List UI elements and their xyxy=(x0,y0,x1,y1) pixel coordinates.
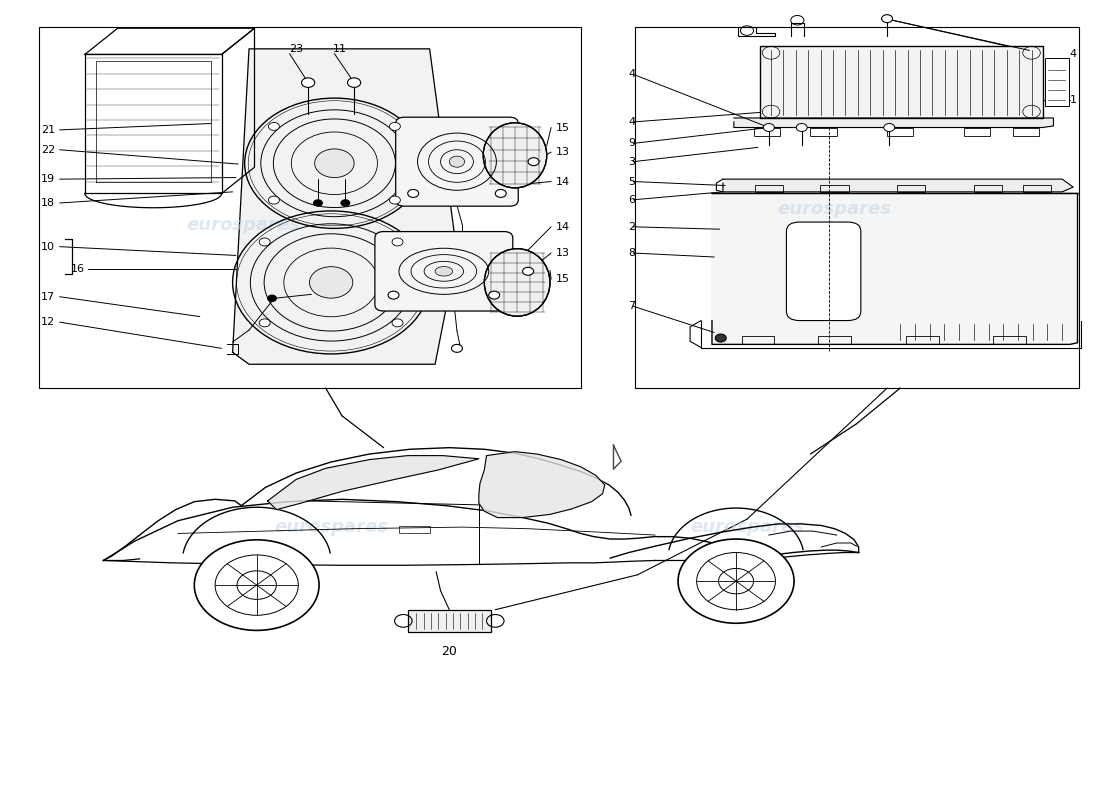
Circle shape xyxy=(268,196,279,204)
Text: 18: 18 xyxy=(41,198,55,208)
Circle shape xyxy=(881,14,892,22)
Circle shape xyxy=(341,200,350,206)
Text: 15: 15 xyxy=(556,274,570,284)
Polygon shape xyxy=(734,118,1054,127)
Circle shape xyxy=(388,291,399,299)
Circle shape xyxy=(260,319,271,327)
Polygon shape xyxy=(723,179,1074,192)
Text: 12: 12 xyxy=(41,317,55,327)
Text: 19: 19 xyxy=(41,174,55,184)
Text: 10: 10 xyxy=(42,242,55,252)
Ellipse shape xyxy=(449,156,464,167)
Bar xyxy=(887,127,913,136)
Circle shape xyxy=(495,190,506,198)
Circle shape xyxy=(392,319,403,327)
Text: 6: 6 xyxy=(628,194,636,205)
Bar xyxy=(993,337,1026,344)
Circle shape xyxy=(348,78,361,87)
Text: 4: 4 xyxy=(1070,50,1077,59)
Text: 14: 14 xyxy=(556,222,570,232)
Text: 2: 2 xyxy=(628,222,636,232)
Bar xyxy=(974,185,1002,192)
Circle shape xyxy=(451,344,462,352)
FancyBboxPatch shape xyxy=(375,231,513,311)
Circle shape xyxy=(314,200,322,206)
Bar xyxy=(1045,58,1069,106)
Text: eurospares: eurospares xyxy=(778,200,892,218)
Circle shape xyxy=(678,539,794,623)
Circle shape xyxy=(528,158,539,166)
Bar xyxy=(896,185,925,192)
Polygon shape xyxy=(232,49,456,364)
Text: 16: 16 xyxy=(70,264,85,274)
Text: 13: 13 xyxy=(556,147,570,157)
Bar xyxy=(818,337,851,344)
Polygon shape xyxy=(712,194,1078,344)
Text: 11: 11 xyxy=(333,44,346,54)
Text: 22: 22 xyxy=(41,145,55,154)
Text: 21: 21 xyxy=(41,125,55,135)
Circle shape xyxy=(301,78,315,87)
Bar xyxy=(1013,127,1040,136)
Circle shape xyxy=(883,123,894,131)
Ellipse shape xyxy=(483,122,547,188)
Text: 4: 4 xyxy=(628,70,636,79)
Text: 14: 14 xyxy=(556,177,570,186)
Text: 5: 5 xyxy=(628,177,636,186)
Bar xyxy=(1023,185,1052,192)
Bar xyxy=(905,337,938,344)
FancyBboxPatch shape xyxy=(396,117,518,206)
Text: 7: 7 xyxy=(628,302,636,311)
Text: 4: 4 xyxy=(628,117,636,127)
Bar xyxy=(741,337,774,344)
Bar xyxy=(408,610,491,632)
Text: 3: 3 xyxy=(628,157,636,166)
Text: 8: 8 xyxy=(628,248,636,258)
Text: eurospares: eurospares xyxy=(187,216,300,234)
Ellipse shape xyxy=(436,266,452,276)
Circle shape xyxy=(763,123,774,131)
Circle shape xyxy=(315,149,354,178)
Text: 1: 1 xyxy=(1070,94,1077,105)
Text: 17: 17 xyxy=(41,292,55,302)
Text: 13: 13 xyxy=(556,248,570,258)
Polygon shape xyxy=(267,456,478,510)
Circle shape xyxy=(408,190,419,198)
Bar xyxy=(811,127,837,136)
Circle shape xyxy=(796,123,807,131)
Bar xyxy=(39,26,581,388)
Bar xyxy=(821,185,849,192)
Text: 9: 9 xyxy=(628,138,636,148)
Circle shape xyxy=(267,295,276,302)
Bar xyxy=(754,127,780,136)
Circle shape xyxy=(488,291,499,299)
Circle shape xyxy=(715,334,726,342)
Circle shape xyxy=(522,267,534,275)
Circle shape xyxy=(389,196,400,204)
Text: 23: 23 xyxy=(289,44,304,54)
Bar xyxy=(964,127,990,136)
Circle shape xyxy=(392,238,403,246)
Text: 15: 15 xyxy=(556,122,570,133)
Bar xyxy=(636,26,1079,388)
Bar xyxy=(399,526,430,534)
Text: eurospares: eurospares xyxy=(274,518,388,536)
Bar xyxy=(755,185,783,192)
Polygon shape xyxy=(478,452,605,518)
Text: 20: 20 xyxy=(441,645,458,658)
Circle shape xyxy=(389,122,400,130)
Text: eurospares: eurospares xyxy=(690,518,804,536)
FancyBboxPatch shape xyxy=(786,222,861,321)
Bar xyxy=(760,46,1043,118)
Ellipse shape xyxy=(484,249,550,316)
Circle shape xyxy=(268,122,279,130)
Circle shape xyxy=(309,266,353,298)
Circle shape xyxy=(195,540,319,630)
Circle shape xyxy=(260,238,271,246)
